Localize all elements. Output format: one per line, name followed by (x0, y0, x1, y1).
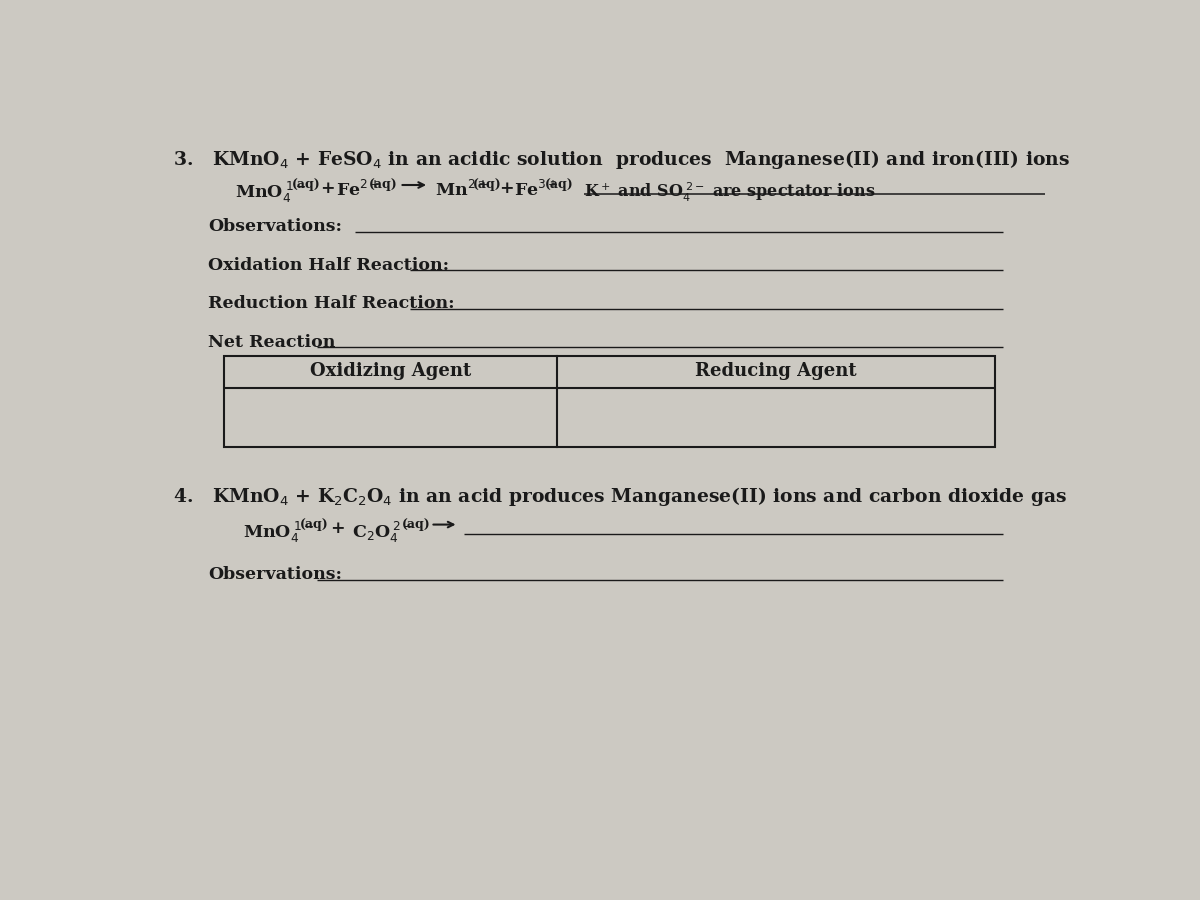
Text: Net Reaction: Net Reaction (208, 334, 336, 351)
Text: (aq): (aq) (292, 178, 320, 191)
Bar (223, 356, 995, 446)
Text: Reduction Half Reaction:: Reduction Half Reaction: (208, 295, 455, 312)
Text: (aq): (aq) (473, 178, 502, 191)
Text: Mn$^{2+}$: Mn$^{2+}$ (436, 180, 488, 201)
Text: Oxidation Half Reaction:: Oxidation Half Reaction: (208, 256, 449, 274)
Text: (aq): (aq) (402, 518, 431, 531)
Text: (aq): (aq) (545, 178, 574, 191)
Text: 4.   KMnO$_4$ + K$_2$C$_2$O$_4$ in an acid produces Manganese(II) ions and carbo: 4. KMnO$_4$ + K$_2$C$_2$O$_4$ in an acid… (173, 485, 1068, 508)
Text: Fe$^{2+}$: Fe$^{2+}$ (336, 180, 380, 201)
Text: MnO$_4^{\;1-}$: MnO$_4^{\;1-}$ (242, 520, 314, 545)
Text: C$_2$O$_4^{\;2-}$: C$_2$O$_4^{\;2-}$ (352, 520, 413, 545)
Text: +: + (330, 520, 346, 537)
Text: 3.   KMnO$_4$ + FeSO$_4$ in an acidic solution  produces  Manganese(II) and iron: 3. KMnO$_4$ + FeSO$_4$ in an acidic solu… (173, 148, 1070, 171)
Text: (aq): (aq) (300, 518, 329, 531)
Text: Reducing Agent: Reducing Agent (695, 362, 857, 380)
Text: +: + (499, 180, 514, 197)
Text: MnO$_4^{\;1-}$: MnO$_4^{\;1-}$ (235, 180, 307, 205)
Text: +: + (320, 180, 335, 197)
Text: (aq): (aq) (368, 178, 397, 191)
Text: Fe$^{3+}$: Fe$^{3+}$ (515, 180, 559, 201)
Text: Observations:: Observations: (208, 218, 342, 235)
Text: Observations:: Observations: (208, 566, 342, 583)
Text: Oxidizing Agent: Oxidizing Agent (310, 362, 470, 380)
Text: K$^+$ and SO$_4^{\;2-}$ are spectator ions: K$^+$ and SO$_4^{\;2-}$ are spectator io… (584, 180, 876, 203)
